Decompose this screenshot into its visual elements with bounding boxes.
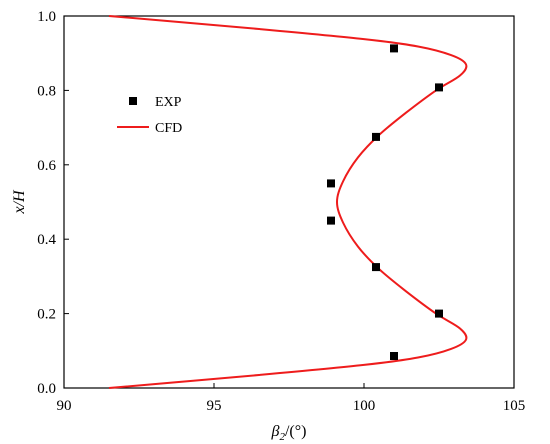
y-tick-label: 0.8 [37, 83, 56, 99]
legend-exp-label: EXP [155, 95, 182, 110]
y-tick-label: 0.2 [37, 307, 56, 323]
exp-data-point [372, 132, 380, 141]
x-tick-label: 90 [57, 398, 72, 414]
x-tick-label: 100 [353, 398, 376, 414]
exp-data-point [435, 309, 443, 318]
legend-exp-marker [129, 97, 137, 105]
x-axis-label-sub: 2 [279, 431, 285, 443]
legend: EXP CFD [117, 95, 182, 136]
y-tick-label: 0.4 [37, 232, 56, 248]
exp-data-point [435, 83, 443, 92]
x-axis-label-unit: /(°) [285, 423, 307, 440]
y-axis-label: x/H [11, 189, 28, 215]
x-tick-label: 105 [503, 398, 526, 414]
legend-cfd-label: CFD [155, 121, 182, 136]
y-tick-label: 1.0 [37, 9, 56, 25]
y-axis-ticks: 0.0 0.2 0.4 0.6 0.8 1.0 [37, 9, 69, 397]
x-tick-label: 95 [207, 398, 222, 414]
x-axis-label-main: β [271, 423, 280, 440]
exp-data-point [327, 179, 335, 188]
exp-data-point [372, 263, 380, 272]
y-tick-label: 0.0 [37, 381, 56, 397]
exp-data-point [390, 352, 398, 360]
y-tick-label: 0.6 [37, 158, 56, 174]
plot-frame [63, 15, 515, 389]
exp-data-point [390, 44, 398, 53]
exp-series-points [327, 44, 443, 360]
exp-data-point [327, 216, 335, 225]
x-axis-label: β2/(°) [271, 423, 307, 443]
cfd-series-line [108, 15, 468, 389]
x-axis-ticks: 90 95 100 105 [57, 383, 526, 414]
